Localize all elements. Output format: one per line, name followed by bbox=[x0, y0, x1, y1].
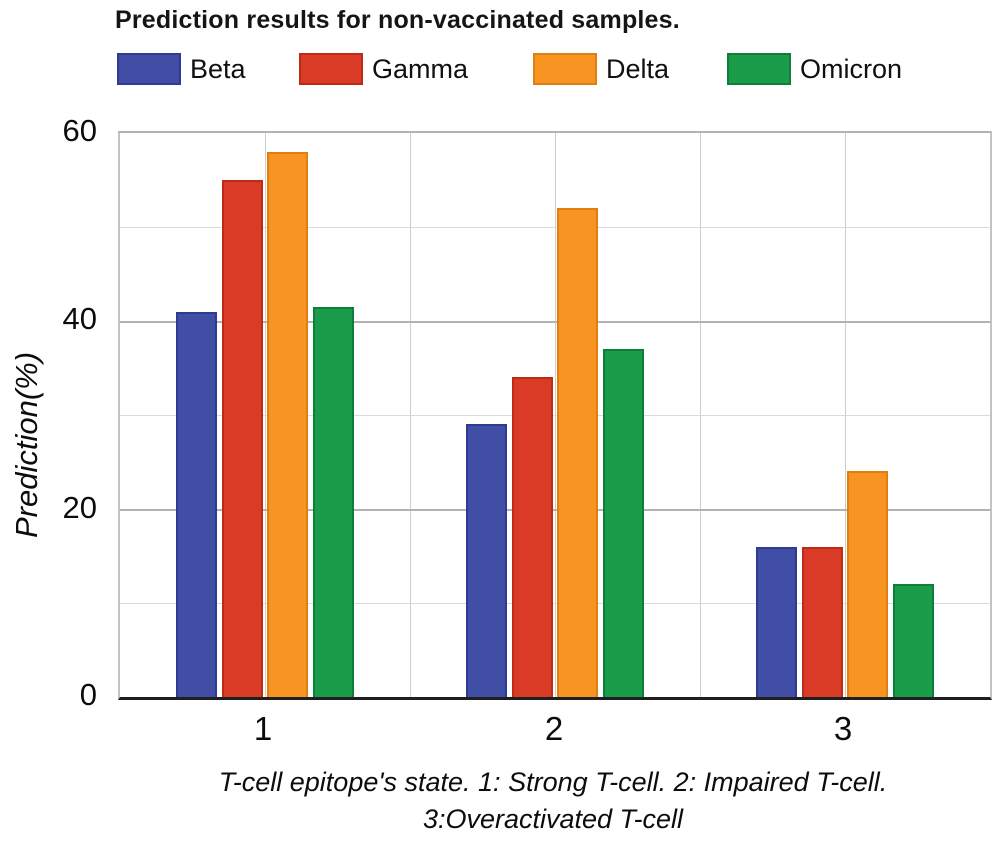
legend-label: Delta bbox=[606, 53, 670, 84]
bar-gamma-group-3 bbox=[801, 546, 843, 697]
bar-gamma-group-2 bbox=[511, 377, 553, 697]
bar-delta-group-1 bbox=[267, 151, 308, 697]
legend-swatch-icon bbox=[533, 53, 597, 85]
x-tick-label: 2 bbox=[544, 710, 564, 747]
bar-gamma-group-1 bbox=[221, 180, 263, 697]
bar-beta-group-3 bbox=[756, 546, 797, 697]
bar-delta-group-2 bbox=[557, 208, 598, 697]
bar-beta-group-2 bbox=[466, 424, 507, 697]
y-tick-label: 40 bbox=[62, 301, 97, 336]
legend-item: Gamma bbox=[299, 52, 468, 86]
bar-beta-group-1 bbox=[176, 311, 217, 697]
bar-omicron-group-1 bbox=[312, 306, 354, 697]
legend-item: Delta bbox=[533, 52, 669, 86]
legend-item: Omicron bbox=[727, 52, 902, 86]
x-tick-label: 1 bbox=[253, 710, 273, 747]
chart-title: Prediction results for non-vaccinated sa… bbox=[115, 6, 680, 34]
bar-delta-group-3 bbox=[847, 471, 888, 697]
legend: Beta Gamma Delta Omicron bbox=[0, 52, 995, 86]
bar-omicron-group-3 bbox=[892, 584, 934, 697]
y-tick-label: 0 bbox=[79, 677, 97, 712]
legend-swatch-icon bbox=[299, 53, 363, 85]
legend-label: Gamma bbox=[372, 53, 469, 84]
x-axis-caption: T-cell epitope's state. 1: Strong T-cell… bbox=[88, 764, 995, 838]
plot-area bbox=[118, 131, 992, 700]
horizontal-gridline bbox=[120, 509, 990, 511]
horizontal-gridline bbox=[120, 603, 990, 604]
legend-label: Omicron bbox=[800, 53, 903, 84]
caption-line-2: 3:Overactivated T-cell bbox=[422, 804, 684, 834]
horizontal-gridline bbox=[120, 321, 990, 323]
legend-swatch-icon bbox=[727, 53, 791, 85]
bar-omicron-group-2 bbox=[602, 349, 644, 697]
y-tick-label: 20 bbox=[62, 490, 97, 525]
legend-label: Beta bbox=[190, 53, 246, 84]
caption-line-1: T-cell epitope's state. 1: Strong T-cell… bbox=[218, 767, 888, 797]
legend-swatch-icon bbox=[117, 53, 181, 85]
horizontal-gridline bbox=[120, 415, 990, 416]
legend-item: Beta bbox=[117, 52, 246, 86]
horizontal-gridline bbox=[120, 227, 990, 228]
x-tick-label: 3 bbox=[833, 710, 853, 747]
y-tick-label: 60 bbox=[62, 113, 97, 148]
